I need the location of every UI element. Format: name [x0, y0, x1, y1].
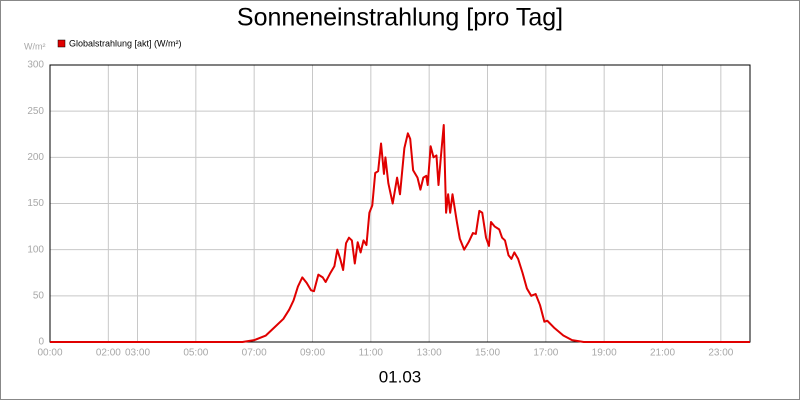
x-tick-label: 07:00 — [242, 348, 267, 359]
chart-title: Sonneneinstrahlung [pro Tag] — [237, 4, 563, 32]
x-tick-label: 00:00 — [37, 348, 62, 359]
x-tick-label: 09:00 — [300, 348, 325, 359]
y-tick-label: 300 — [27, 60, 44, 71]
y-tick-label: 150 — [27, 198, 44, 209]
x-tick-label: 05:00 — [183, 348, 208, 359]
legend-label: Globalstrahlung [akt] (W/m²) — [69, 38, 182, 48]
y-tick-label: 100 — [27, 244, 44, 255]
x-tick-label: 17:00 — [533, 348, 558, 359]
y-tick-label: 200 — [27, 152, 44, 163]
x-tick-label: 03:00 — [125, 348, 150, 359]
legend-swatch — [57, 39, 66, 48]
x-label: 01.03 — [379, 367, 422, 386]
x-tick-label: 13:00 — [417, 348, 442, 359]
y-unit: W/m² — [24, 41, 46, 51]
data-line — [50, 124, 750, 343]
y-tick-label: 250 — [27, 106, 44, 117]
y-tick-label: 50 — [33, 290, 45, 301]
x-tick-label: 23:00 — [708, 348, 733, 359]
x-tick-label: 02:00 — [96, 348, 121, 359]
x-tick-label: 11:00 — [359, 348, 384, 359]
y-tick-label: 0 — [38, 337, 44, 348]
plot-area — [49, 64, 751, 343]
x-tick-label: 19:00 — [592, 348, 617, 359]
x-tick-label: 21:00 — [650, 348, 675, 359]
x-tick-label: 15:00 — [475, 348, 500, 359]
